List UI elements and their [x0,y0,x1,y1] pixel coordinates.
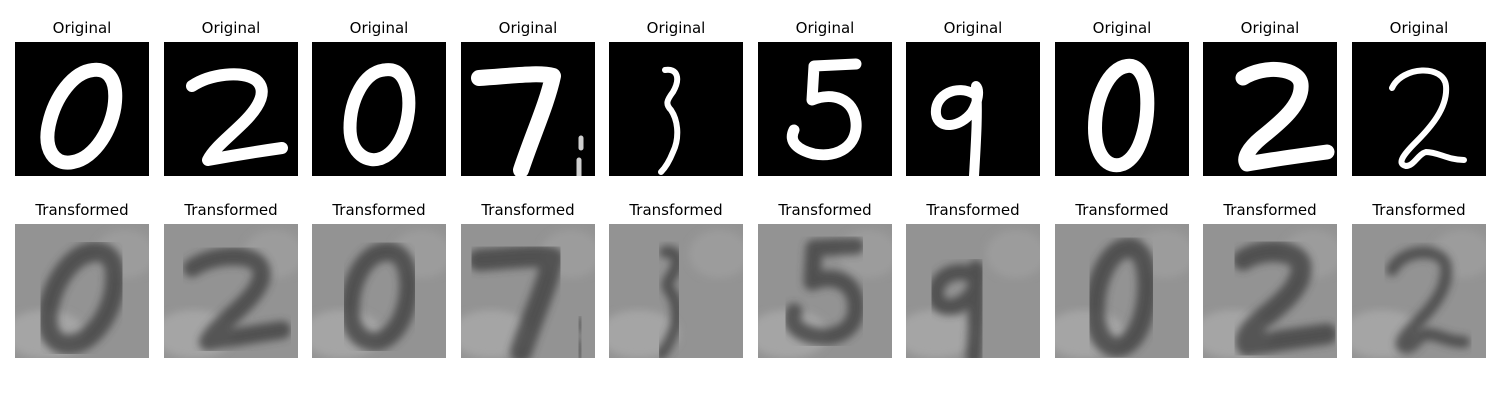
original-image [15,42,149,176]
digit-3-icon [609,224,743,358]
panel-column: Original Transformed [461,0,595,400]
transformed-image [758,224,892,358]
transformed-image [906,224,1040,358]
original-image [1352,42,1486,176]
digit-0-icon [1055,224,1189,358]
digit-2-icon [1235,61,1335,172]
transformed-image [1203,224,1337,358]
digit-5-icon [786,58,862,161]
digit-3-icon [658,66,681,175]
transformed-image [1352,224,1486,358]
transformed-title: Transformed [778,201,872,219]
original-image [461,42,595,176]
transformed-image [1055,224,1189,358]
transformed-title: Transformed [1372,201,1466,219]
digit-2-icon [1352,224,1486,358]
transformed-image [15,224,149,358]
transformed-title: Transformed [481,201,575,219]
digit-2-icon [186,68,288,166]
panel-column: Original Transformed [1352,0,1486,400]
digit-0-icon [1088,58,1155,173]
original-title: Original [1240,19,1300,37]
transformed-title: Transformed [629,201,723,219]
original-image [312,42,446,176]
original-title: Original [646,19,706,37]
transformed-image [312,224,446,358]
panel-column: Original Transformed [609,0,743,400]
digit-0-icon [312,224,446,358]
panel-column: Original Transformed [906,0,1040,400]
transformed-title: Transformed [332,201,426,219]
digit-2-icon [164,224,298,358]
panel-column: Original Transformed [312,0,446,400]
panel-column: Original Transformed [1055,0,1189,400]
digit-7-icon [461,224,595,358]
digit-0-icon [40,62,123,170]
original-image [164,42,298,176]
digit-0-icon [15,224,149,358]
panel-column: Original Transformed [758,0,892,400]
digit-7-icon [471,66,584,176]
digit-5-icon [758,224,892,358]
digit-2-icon [1389,67,1467,169]
transformed-title: Transformed [1075,201,1169,219]
panel-column: Original Transformed [1203,0,1337,400]
transformed-title: Transformed [184,201,278,219]
panel-column: Original Transformed [15,0,149,400]
transformed-image [164,224,298,358]
digit-9-icon [930,81,984,176]
original-image [1203,42,1337,176]
transformed-title: Transformed [35,201,129,219]
original-image [906,42,1040,176]
original-image [1055,42,1189,176]
digit-9-icon [906,224,1040,358]
original-title: Original [201,19,261,37]
original-title: Original [795,19,855,37]
transformed-title: Transformed [926,201,1020,219]
original-title: Original [1092,19,1152,37]
original-image [758,42,892,176]
original-title: Original [52,19,112,37]
transformed-title: Transformed [1223,201,1317,219]
original-title: Original [498,19,558,37]
original-title: Original [1389,19,1449,37]
panel-column: Original Transformed [164,0,298,400]
original-title: Original [943,19,1003,37]
transformed-image [609,224,743,358]
original-image [609,42,743,176]
digit-2-icon [1203,224,1337,358]
original-title: Original [349,19,409,37]
digit-0-icon [343,63,416,166]
transformed-image [461,224,595,358]
